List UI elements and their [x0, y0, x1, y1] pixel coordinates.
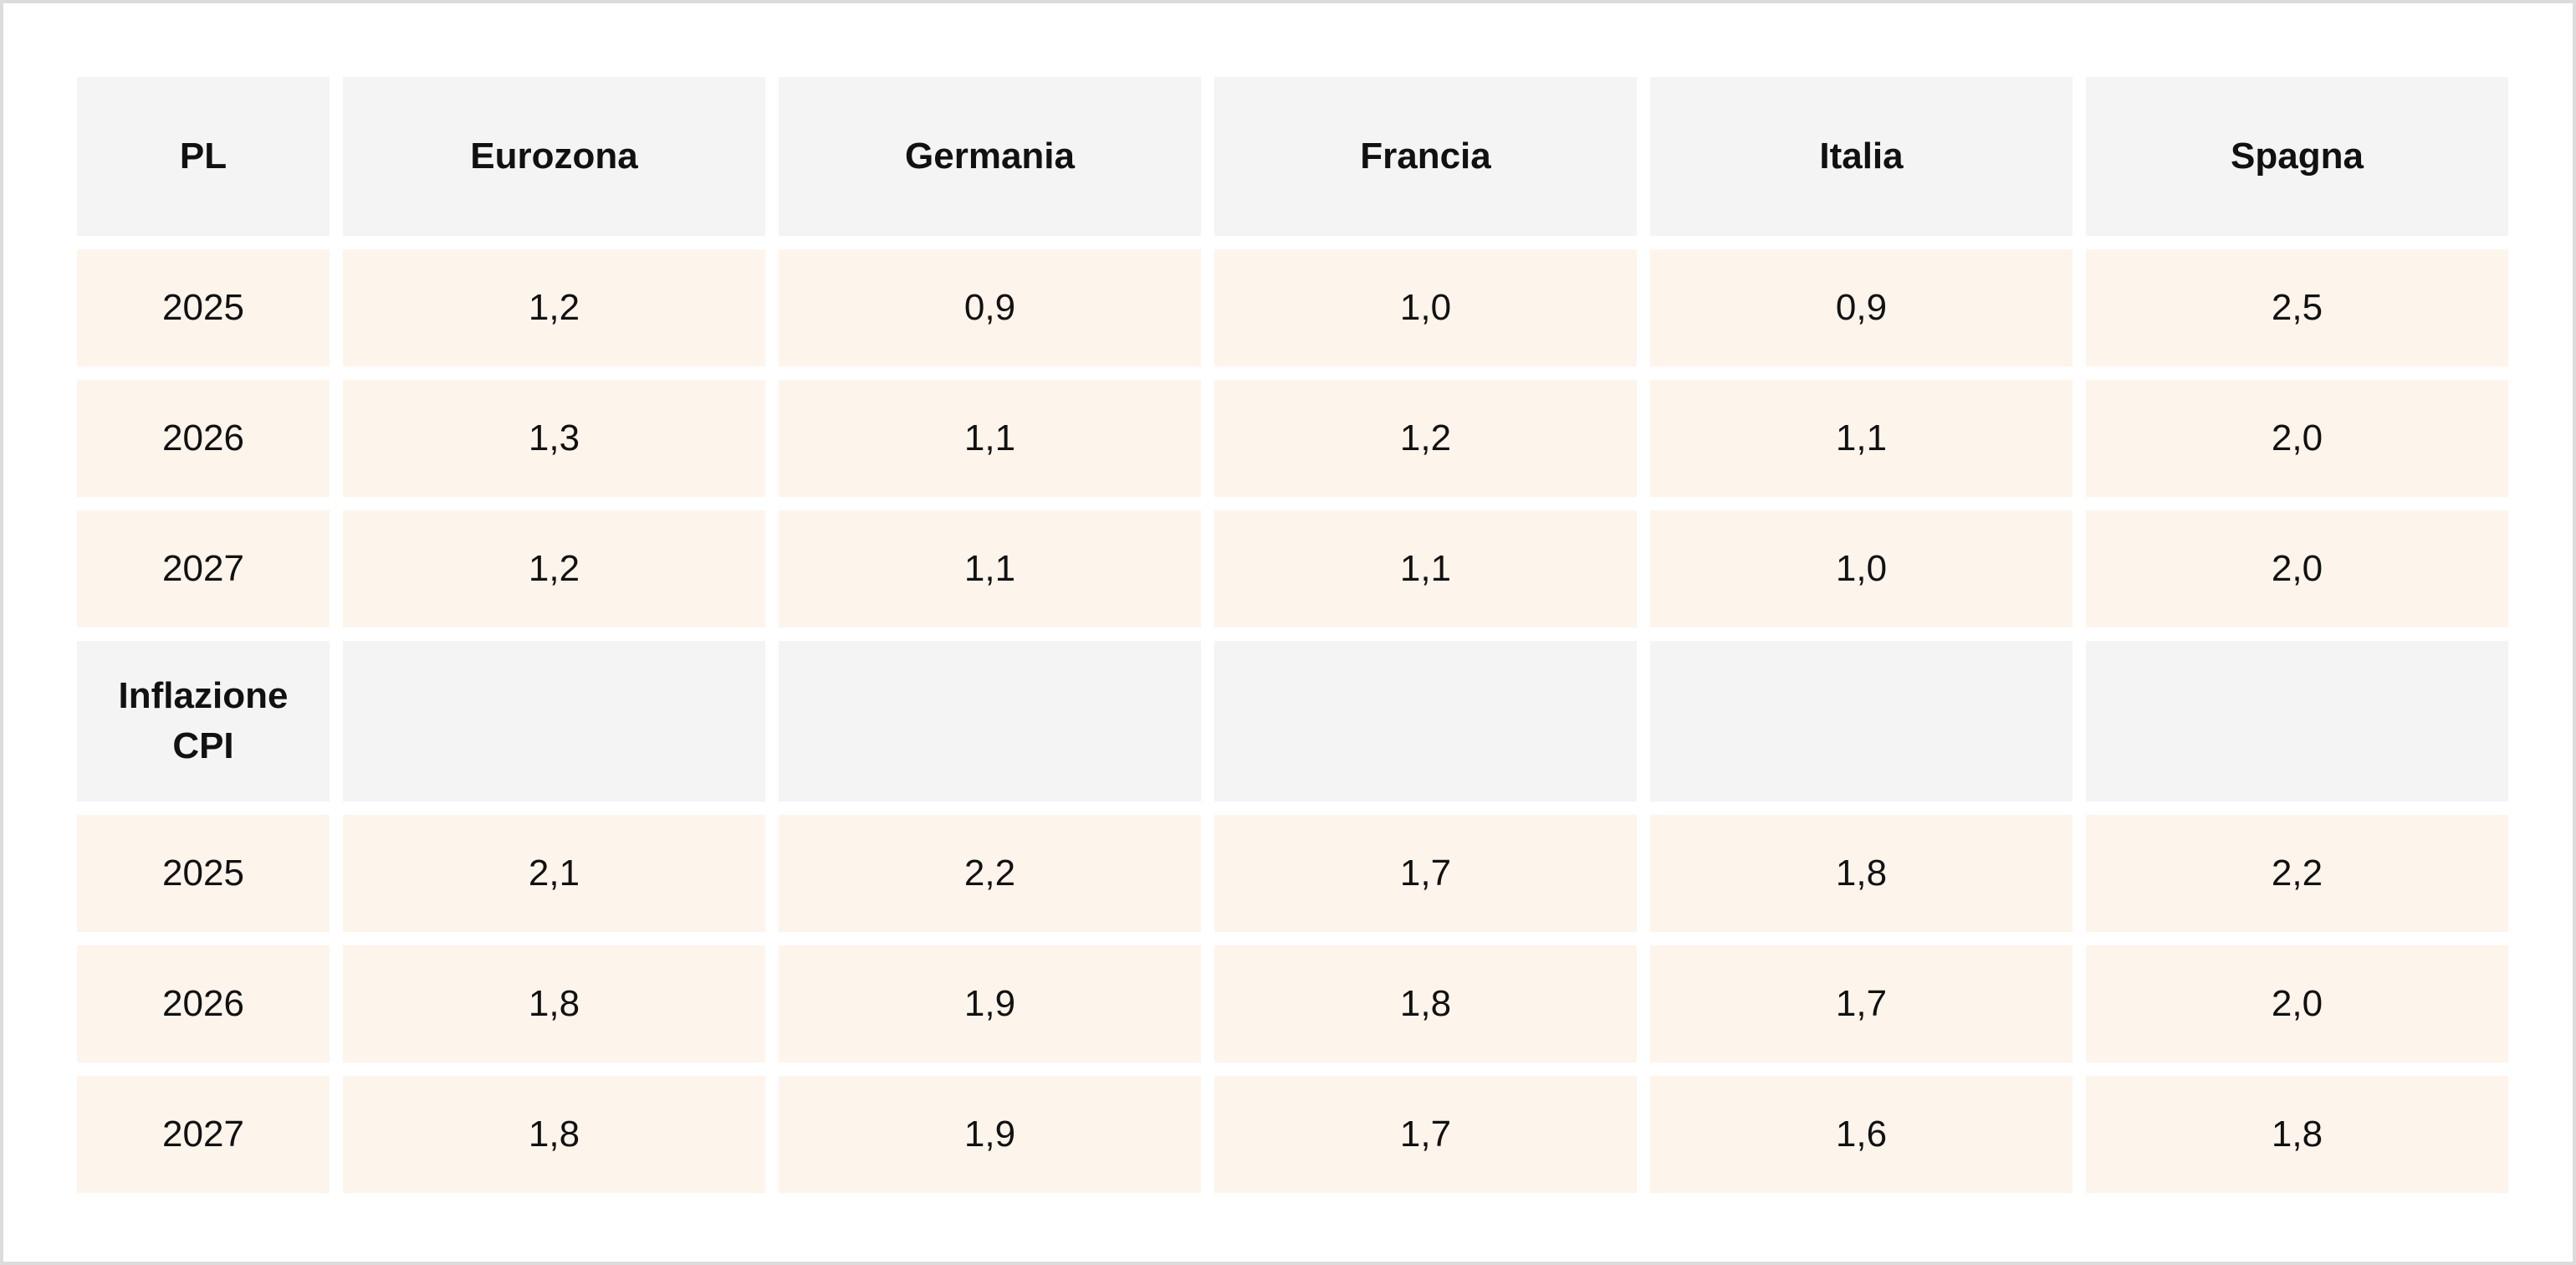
inflation-row-year: 2026	[77, 945, 330, 1063]
header-country-italia: Italia	[1650, 77, 2073, 236]
inflation-cell: 2,2	[2086, 815, 2508, 932]
inflation-section-blank-cell	[1650, 641, 2073, 802]
inflation-cell: 1,7	[1650, 945, 2073, 1063]
header-country-francia: Francia	[1214, 77, 1637, 236]
inflation-cell: 2,1	[343, 815, 765, 932]
inflation-cell: 1,8	[343, 945, 765, 1063]
inflation-cell: 2,0	[2086, 945, 2508, 1063]
inflation-label-line2: CPI	[172, 725, 234, 766]
pl-cell: 1,1	[779, 380, 1201, 497]
forecast-table: PL Eurozona Germania Francia Italia Spag…	[77, 77, 2508, 1193]
inflation-label-line1: Inflazione	[118, 675, 289, 716]
inflation-cell: 1,9	[779, 1076, 1201, 1193]
inflation-cell: 1,7	[1214, 815, 1637, 932]
header-country-spagna: Spagna	[2086, 77, 2508, 236]
pl-row-year: 2025	[77, 249, 330, 366]
inflation-section-blank-cell	[2086, 641, 2508, 802]
header-corner-cell: PL	[77, 77, 330, 236]
pl-cell: 1,1	[1650, 380, 2073, 497]
inflation-cell: 1,6	[1650, 1076, 2073, 1193]
inflation-cell: 1,7	[1214, 1076, 1637, 1193]
inflation-cell: 1,8	[2086, 1076, 2508, 1193]
pl-cell: 0,9	[1650, 249, 2073, 366]
inflation-cell: 1,8	[343, 1076, 765, 1193]
pl-cell: 1,2	[343, 510, 765, 627]
pl-cell: 0,9	[779, 249, 1201, 366]
header-country-germania: Germania	[779, 77, 1201, 236]
pl-cell: 2,5	[2086, 249, 2508, 366]
pl-cell: 1,0	[1650, 510, 2073, 627]
pl-cell: 1,0	[1214, 249, 1637, 366]
inflation-cell: 1,9	[779, 945, 1201, 1063]
pl-cell: 1,2	[343, 249, 765, 366]
inflation-section-blank-cell	[779, 641, 1201, 802]
header-country-eurozona: Eurozona	[343, 77, 765, 236]
pl-cell: 1,1	[1214, 510, 1637, 627]
pl-cell: 1,3	[343, 380, 765, 497]
pl-row-year: 2027	[77, 510, 330, 627]
pl-cell: 2,0	[2086, 380, 2508, 497]
pl-cell: 1,1	[779, 510, 1201, 627]
inflation-label-text: Inflazione CPI	[119, 671, 289, 771]
inflation-row-year: 2025	[77, 815, 330, 932]
inflation-section-label: Inflazione CPI	[77, 641, 330, 802]
inflation-cell: 2,2	[779, 815, 1201, 932]
inflation-cell: 1,8	[1214, 945, 1637, 1063]
inflation-cell: 1,8	[1650, 815, 2073, 932]
inflation-row-year: 2027	[77, 1076, 330, 1193]
pl-cell: 2,0	[2086, 510, 2508, 627]
pl-row-year: 2026	[77, 380, 330, 497]
pl-cell: 1,2	[1214, 380, 1637, 497]
inflation-section-blank-cell	[343, 641, 765, 802]
inflation-section-blank-cell	[1214, 641, 1637, 802]
